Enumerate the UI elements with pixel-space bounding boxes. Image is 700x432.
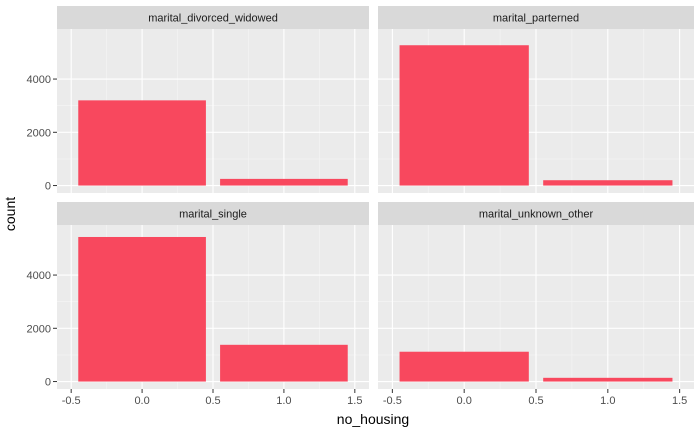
- facet-panel-marital_single: marital_single 0 2000 4000 -0.5 0.0 0.5 1.0 1.5: [27, 202, 369, 407]
- y-tick-label: 4000: [27, 74, 51, 86]
- bar: [399, 45, 529, 186]
- y-tick-label: 2000: [27, 323, 51, 335]
- x-tick-label: 0.5: [205, 395, 220, 407]
- facet-strip: [378, 202, 694, 225]
- y-tick-label: 0: [45, 377, 51, 389]
- y-tick-label: 4000: [27, 270, 51, 282]
- facet-strip-label: marital_divorced_widowed: [148, 13, 278, 25]
- facet-strip-label: marital_parterned: [493, 13, 579, 25]
- facet-strip-label: marital_unknown_other: [479, 209, 594, 221]
- x-tick-label: 0.0: [134, 395, 149, 407]
- bar: [78, 236, 206, 382]
- y-tick-label: 2000: [27, 127, 51, 139]
- facet-panel-marital_unknown_other: marital_unknown_other -0.5 0.0 0.5 1.0 1.5: [378, 202, 694, 407]
- x-tick-label: 0.5: [528, 395, 543, 407]
- y-axis-title: count: [2, 197, 18, 231]
- bar: [399, 351, 529, 382]
- x-axis-title: no_housing: [337, 411, 409, 427]
- x-tick-label: 1.0: [600, 395, 615, 407]
- facet-strip-label: marital_single: [179, 209, 247, 221]
- x-tick-label: 1.5: [347, 395, 362, 407]
- x-tick-label: -0.5: [383, 395, 402, 407]
- x-tick-label: 0.0: [457, 395, 472, 407]
- facet-panels: marital_divorced_widowed020004000marital…: [27, 6, 694, 407]
- facet-strip: [378, 6, 694, 29]
- facet-panel-marital_divorced_widowed: marital_divorced_widowed 0 2000 4000: [27, 6, 369, 193]
- facet-strip: [57, 6, 369, 29]
- bar: [220, 344, 348, 382]
- bar: [543, 180, 673, 186]
- bar: [543, 377, 673, 382]
- facet-strip: [57, 202, 369, 225]
- x-tick-label: -0.5: [62, 395, 81, 407]
- x-tick-label: 1.0: [276, 395, 291, 407]
- x-tick-label: 1.5: [672, 395, 687, 407]
- bar: [78, 100, 206, 186]
- y-tick-label: 0: [45, 181, 51, 193]
- facet-panel-marital_parterned: marital_parterned: [378, 6, 694, 193]
- bar: [220, 178, 348, 186]
